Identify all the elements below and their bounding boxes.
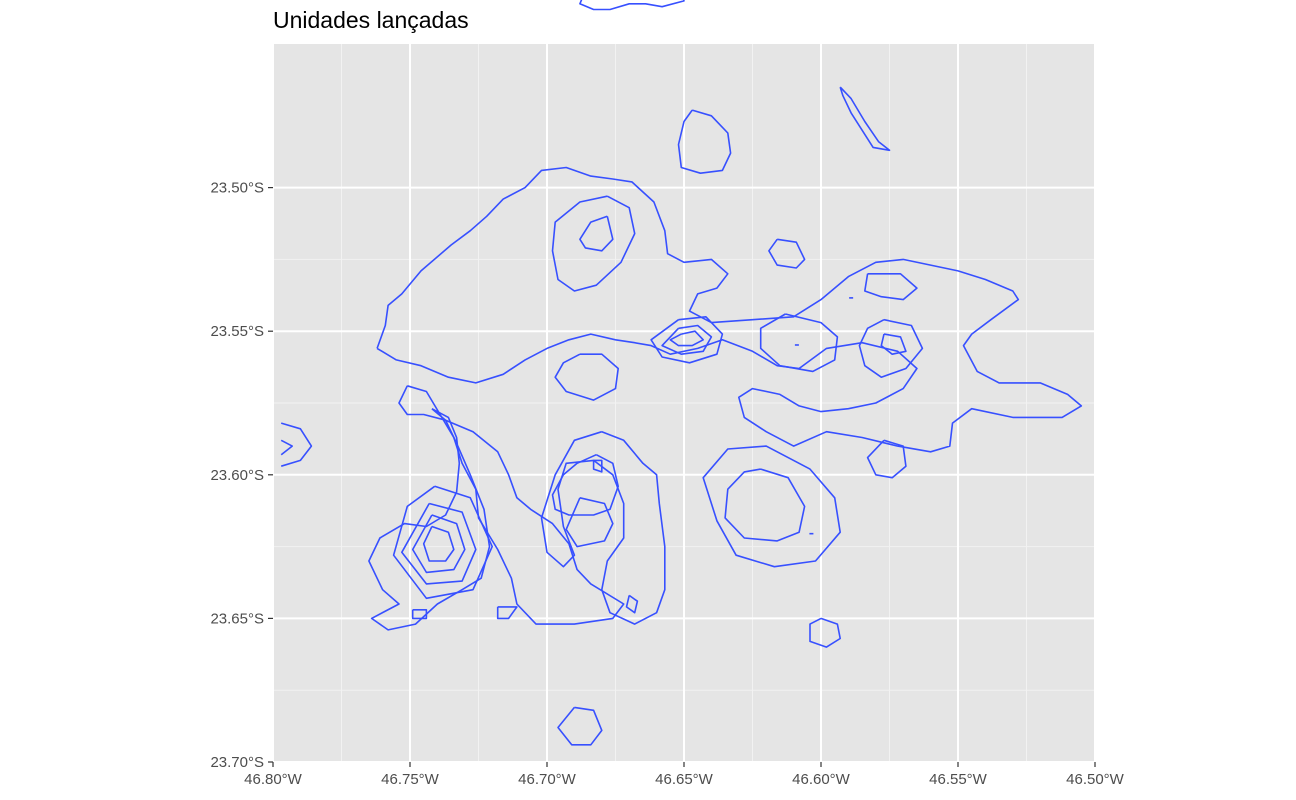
contour-left-edge-inner [280, 439, 294, 456]
contour-bottom-left-small-blob [809, 617, 842, 648]
y-tick-label: 23.70°S [210, 754, 264, 771]
contour-upper-middle-blob [677, 109, 732, 174]
y-tick-label: 23.60°S [210, 467, 264, 484]
contour-right-lower-bean [724, 468, 806, 542]
contour-left-center-blob [554, 353, 620, 401]
y-axis: 23.50°S 23.55°S 23.60°S 23.65°S 23.70°S [210, 180, 273, 771]
contour-far-right-blob [863, 272, 918, 301]
contour-right-lower-outer [702, 445, 842, 568]
contour-center-lower-small-drop [625, 594, 639, 614]
contour-right-lower-ring-outer [858, 318, 924, 379]
contour-right-bottom-blob [866, 439, 907, 479]
x-axis: 46.80°W 46.75°W 46.70°W 46.65°W 46.60°W 46.55… [244, 762, 1125, 788]
x-tick-label: 46.55°W [929, 771, 988, 788]
contour-left-peak-3 [400, 502, 477, 585]
contour-left-edge-open [280, 422, 313, 467]
contour-left-tall-shape [398, 385, 625, 625]
contour-top-blob [579, 0, 685, 11]
contour-left-small-tri [496, 606, 518, 620]
contour-center-lower-peak [565, 497, 614, 548]
contour-upper-right-worm [839, 86, 891, 152]
contour-lines [280, 0, 1083, 746]
x-tick-label: 46.80°W [244, 771, 303, 788]
chart-title: Unidades lançadas [273, 7, 469, 33]
x-tick-label: 46.65°W [655, 771, 714, 788]
contour-upper-left-peak-inner [579, 215, 614, 252]
contour-center-lower-ring-outer [540, 430, 666, 625]
y-tick-label: 23.55°S [210, 323, 264, 340]
contour-upper-left-peak-outer [551, 195, 636, 292]
y-tick-label: 23.50°S [210, 180, 264, 197]
x-tick-label: 46.70°W [518, 771, 577, 788]
contour-center-peak-3 [669, 330, 705, 347]
y-tick-label: 23.65°S [210, 610, 264, 627]
contour-center-lower-small-tri [592, 459, 603, 473]
contour-right-mid-blob [759, 313, 839, 373]
x-tick-label: 46.50°W [1066, 771, 1125, 788]
contour-left-small-rect [411, 608, 428, 620]
contour-left-peak-4 [392, 485, 494, 600]
x-tick-label: 46.60°W [792, 771, 851, 788]
contour-left-peak-1 [422, 525, 455, 562]
contour-center-peak-2 [661, 324, 713, 356]
contour-right-lower-ring-inner [880, 333, 907, 356]
contour-bottom-blob [557, 706, 603, 746]
x-tick-label: 46.75°W [381, 771, 440, 788]
contour-right-small-ring [768, 238, 806, 269]
contour-center-lower-ring-inner [551, 453, 620, 516]
contour-center-peak-1 [650, 315, 724, 364]
contour-left-peak-2 [411, 514, 466, 574]
contour-left-lower-complex [368, 407, 491, 631]
